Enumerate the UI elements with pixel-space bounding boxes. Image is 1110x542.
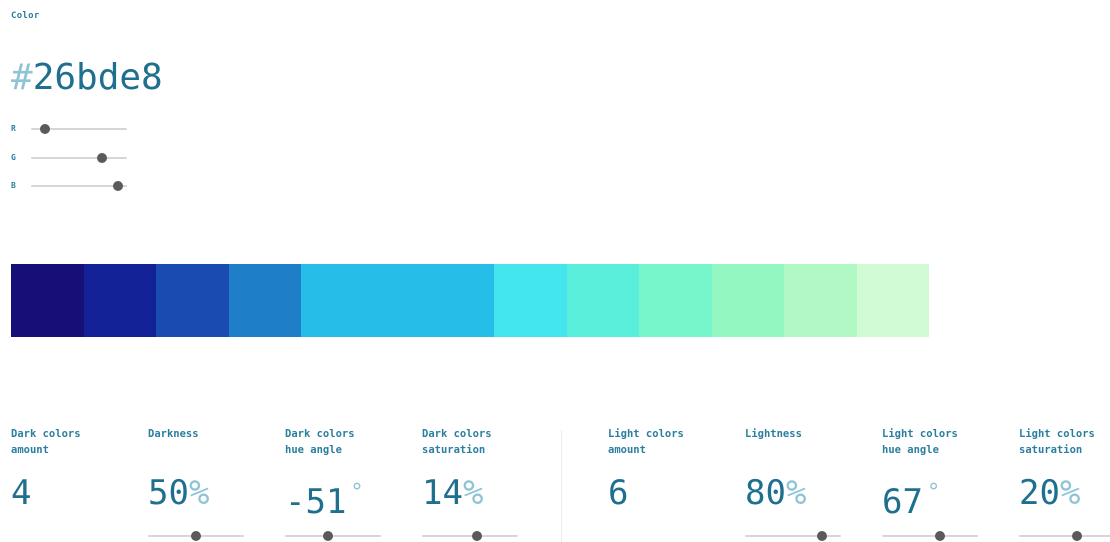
color-section-label: Color <box>11 11 40 21</box>
lightness-unit: % <box>785 473 807 513</box>
palette-swatch[interactable] <box>639 264 712 337</box>
dark-colors-amount-number: 4 <box>11 473 32 513</box>
lightness-value: 80% <box>745 473 855 513</box>
blue-channel-label: B <box>11 181 16 190</box>
palette-swatch[interactable] <box>11 264 84 337</box>
dark-colors-hue-angle: Dark colors hue angle -51 ° <box>285 426 395 541</box>
darkness-number: 50 <box>148 473 189 513</box>
palette-swatch[interactable] <box>711 264 784 337</box>
dark-colors-hue-angle-value: -51 ° <box>285 473 395 522</box>
green-slider-track[interactable] <box>31 157 127 159</box>
light-colors-amount[interactable]: Light colors amount 6 <box>608 426 718 513</box>
dark-colors-saturation-label: Dark colors saturation <box>422 428 492 456</box>
darkness-slider-thumb[interactable] <box>191 531 201 541</box>
lightness-label: Lightness <box>745 428 802 440</box>
darkness-value: 50% <box>148 473 258 513</box>
palette-swatch[interactable] <box>83 264 156 337</box>
green-channel-label: G <box>11 153 16 162</box>
light-colors-hue-angle-label: Light colors hue angle <box>882 428 958 456</box>
palette-swatch[interactable] <box>494 264 567 337</box>
dark-colors-saturation-unit: % <box>462 473 484 513</box>
lightness-slider-track[interactable] <box>745 535 841 537</box>
hex-code: 26bde8 <box>32 57 163 98</box>
red-slider-track[interactable] <box>31 128 127 130</box>
light-saturation-slider-thumb[interactable] <box>1071 531 1082 541</box>
dark-saturation-slider-thumb[interactable] <box>471 531 482 541</box>
light-colors-hue-angle-number: 67 <box>882 482 923 522</box>
light-colors-amount-number: 6 <box>608 473 629 513</box>
red-channel-row: R <box>11 123 131 135</box>
red-channel-label: R <box>11 124 16 133</box>
blue-channel-row: B <box>11 180 131 192</box>
dark-colors-amount[interactable]: Dark colors amount 4 <box>11 426 121 513</box>
light-colors-hue-angle: Light colors hue angle 67 ° <box>882 426 992 541</box>
blue-slider-thumb[interactable] <box>113 181 124 191</box>
palette-swatch-base[interactable] <box>301 264 494 337</box>
hex-hash: # <box>11 57 33 98</box>
dark-colors-hue-angle-label: Dark colors hue angle <box>285 428 355 456</box>
dark-colors-saturation-number: 14 <box>422 473 463 513</box>
light-colors-amount-label: Light colors amount <box>608 428 684 456</box>
dark-colors-saturation-value: 14% <box>422 473 532 513</box>
light-colors-saturation-label: Light colors saturation <box>1019 428 1095 456</box>
lightness: Lightness 80% <box>745 426 855 541</box>
dark-colors-amount-label: Dark colors amount <box>11 428 81 456</box>
light-colors-saturation-number: 20 <box>1019 473 1060 513</box>
hex-value-display[interactable]: #26bde8 <box>11 56 163 100</box>
dark-saturation-slider-track[interactable] <box>422 535 518 537</box>
color-palette <box>11 264 929 337</box>
lightness-slider-thumb[interactable] <box>816 531 827 541</box>
light-saturation-slider-track[interactable] <box>1019 535 1110 537</box>
light-colors-amount-value[interactable]: 6 <box>608 473 718 513</box>
light-hue-slider-track[interactable] <box>882 535 978 537</box>
dark-colors-hue-angle-number: -51 <box>285 482 347 522</box>
light-colors-saturation: Light colors saturation 20% <box>1019 426 1110 541</box>
palette-swatch[interactable] <box>784 264 857 337</box>
dark-colors-amount-value[interactable]: 4 <box>11 473 121 513</box>
degree-symbol: ° <box>926 480 941 505</box>
light-colors-hue-angle-value: 67 ° <box>882 473 992 522</box>
palette-swatch[interactable] <box>856 264 929 337</box>
dark-hue-slider-thumb[interactable] <box>323 531 334 541</box>
darkness-label: Darkness <box>148 428 199 440</box>
palette-swatch[interactable] <box>228 264 301 337</box>
darkness: Darkness 50% <box>148 426 258 541</box>
darkness-unit: % <box>188 473 210 513</box>
palette-swatch[interactable] <box>156 264 229 337</box>
light-colors-saturation-unit: % <box>1059 473 1081 513</box>
degree-symbol: ° <box>350 480 364 505</box>
green-channel-row: G <box>11 152 131 164</box>
palette-swatch[interactable] <box>566 264 639 337</box>
green-slider-thumb[interactable] <box>97 153 108 163</box>
section-divider <box>561 430 562 542</box>
light-hue-slider-thumb[interactable] <box>934 531 945 541</box>
light-colors-saturation-value: 20% <box>1019 473 1110 513</box>
blue-slider-track[interactable] <box>31 185 127 187</box>
red-slider-thumb[interactable] <box>40 124 51 134</box>
dark-colors-saturation: Dark colors saturation 14% <box>422 426 532 541</box>
lightness-number: 80 <box>745 473 786 513</box>
